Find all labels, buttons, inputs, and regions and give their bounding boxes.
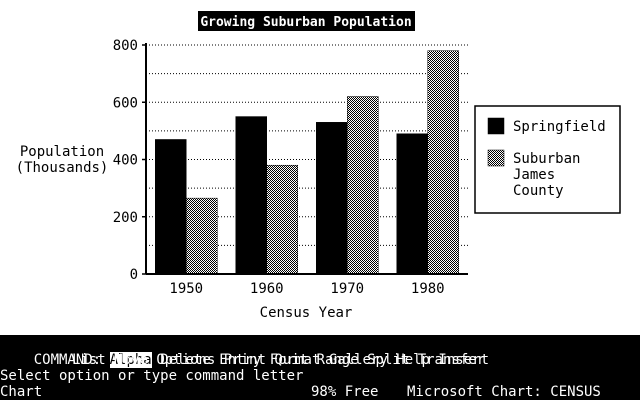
chart-title: Growing Suburban Population (200, 15, 411, 30)
x-tick-label: 1950 (169, 281, 203, 297)
chart-area: Growing Suburban Population 0 200 400 600 80… (16, 11, 621, 321)
menu-item-entry[interactable]: Entry (219, 352, 262, 368)
bar-springfield-1960 (235, 116, 267, 275)
status-mode: Chart (0, 384, 43, 400)
menu-item-insert[interactable]: Insert (438, 352, 489, 368)
bar-suburban-james-county-1950 (186, 197, 218, 275)
y-tick-label: 600 (113, 95, 138, 111)
menu-item-format[interactable]: Format (269, 352, 321, 368)
x-tick-label: 1970 (330, 281, 364, 297)
legend-label-2: James (513, 167, 555, 183)
x-tick-label: 1980 (411, 281, 445, 297)
command-menu-row-2: List Move Options Print Quit Range Split… (72, 352, 485, 368)
menu-item-delete[interactable]: Delete (160, 352, 211, 368)
chart-title-background (198, 11, 415, 31)
command-prompt: Select option or type command letter (0, 368, 304, 384)
y-tick-label: 0 (130, 267, 138, 283)
menu-item-list[interactable]: List (72, 352, 106, 368)
chart-title-group: Growing Suburban Population (198, 11, 415, 31)
y-axis-label-line-1: Population (20, 144, 104, 160)
menu-item-split[interactable]: Split (367, 352, 410, 368)
menu-item-print[interactable]: Print (223, 352, 266, 368)
menu-item-range[interactable]: Range (316, 352, 359, 368)
menu-item-move[interactable]: Move (114, 352, 148, 368)
bar-springfield-1980 (396, 133, 428, 275)
status-free-memory: 98% Free (311, 384, 379, 400)
bar-suburban-james-county-1980 (427, 50, 459, 275)
bar-springfield-1950 (155, 139, 187, 275)
x-axis-label: Census Year (260, 305, 353, 321)
y-axis-label-line-2: (Thousands) (16, 160, 109, 176)
menu-row-1-items: Alpha Delete Entry Format Gallery Help I… (101, 352, 489, 368)
menu-item-gallery[interactable]: Gallery (328, 352, 388, 368)
menu-item-alpha[interactable]: Alpha (109, 352, 152, 368)
y-tick-label: 400 (113, 153, 138, 169)
y-tick-label: 200 (113, 210, 138, 226)
bar-suburban-james-county-1960 (266, 164, 298, 275)
menu-item-quit[interactable]: Quit (274, 352, 309, 368)
bar-springfield-1970 (316, 122, 348, 275)
command-area: COMMAND: Alpha Delete Entry Format Galle… (0, 335, 640, 400)
legend-label-1: Springfield (513, 119, 606, 135)
command-prefix: COMMAND: (33, 352, 102, 368)
legend-label-2: County (513, 183, 564, 199)
legend-label-2: Suburban (513, 151, 580, 167)
x-tick-label: 1960 (250, 281, 284, 297)
menu-item-options[interactable]: Options (156, 352, 216, 368)
bar-series (155, 50, 459, 275)
axes: 0 200 400 600 800 1950 1960 1970 1980 (113, 38, 468, 297)
legend-swatch-1 (487, 117, 505, 135)
menu-item-help[interactable]: Help (396, 352, 430, 368)
legend-swatch-2 (487, 149, 505, 167)
axis-labels: Population (Thousands) Census Year (16, 144, 353, 321)
command-menu-row-1: COMMAND: Alpha Delete Entry Format Galle… (0, 336, 489, 384)
y-tick-label: 800 (113, 38, 138, 54)
status-app-file: Microsoft Chart: CENSUS (407, 384, 601, 400)
menu-item-transfer[interactable]: Transfer (417, 352, 486, 368)
bar-suburban-james-county-1970 (347, 96, 379, 275)
